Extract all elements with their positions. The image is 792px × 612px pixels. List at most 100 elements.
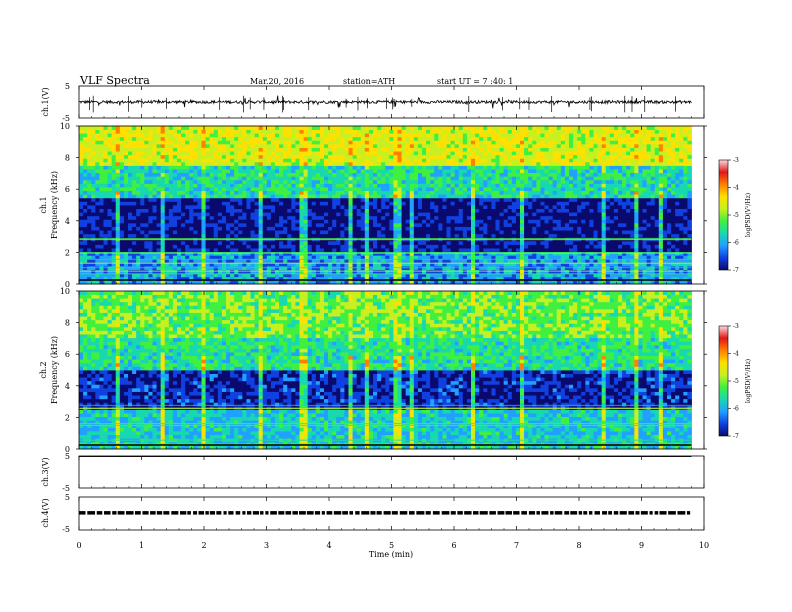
spectrogram-cell [132, 226, 137, 231]
spectrogram-cell [315, 212, 321, 217]
spectrogram-cell [221, 169, 227, 174]
spectrogram-cell [356, 222, 362, 227]
spectrogram-cell [454, 219, 460, 224]
spectrogram-cell [270, 262, 276, 267]
spectrogram-cell [111, 212, 117, 217]
spectrogram-cell [471, 251, 476, 256]
spectrogram-cell [450, 276, 456, 281]
spectrogram-cell [136, 161, 141, 166]
spectrogram-cell [356, 154, 362, 159]
spectrogram-cell [299, 143, 304, 148]
spectrogram-cell [136, 190, 141, 195]
spectrogram-cell [168, 233, 174, 238]
spectrogram-cell [438, 126, 443, 130]
spectrogram-cell [405, 273, 411, 278]
spectrogram-cell [483, 161, 488, 166]
spectrogram-cell [328, 126, 333, 130]
spectrogram-cell [487, 251, 492, 256]
spectrogram-cell [266, 161, 272, 166]
spectrogram-cell [144, 215, 149, 220]
spectrogram-cell [487, 140, 492, 145]
spectrogram-cell [270, 251, 276, 256]
spectrogram-cell [197, 248, 202, 253]
spectrogram-cell [95, 215, 100, 220]
spectrogram-cell [483, 269, 488, 274]
spectrogram-cell [397, 251, 402, 256]
spectrogram-cell [181, 126, 186, 130]
spectrogram-cell [160, 205, 166, 209]
spectrogram-cell [319, 222, 325, 227]
spectrogram-cell [446, 169, 451, 174]
spectrogram-cell [471, 201, 476, 206]
spectrogram-cell [295, 151, 300, 156]
spectrogram-cell [177, 194, 182, 199]
spectrogram-cell [230, 154, 235, 159]
spectrogram-cell [291, 136, 296, 141]
spectrogram-cell [246, 280, 251, 285]
spectrogram-cell [295, 179, 300, 184]
spectrogram-cell [307, 190, 313, 195]
spectrogram-cell [242, 179, 247, 184]
spectrogram-cell [201, 222, 206, 227]
spectrogram-cell [381, 154, 386, 159]
spectrogram-cell [491, 269, 496, 274]
spectrogram-cell [483, 219, 488, 224]
spectrogram-cell [275, 230, 280, 235]
spectrogram-cell [405, 161, 411, 166]
spectrogram-cell [401, 176, 407, 181]
spectrogram-cell [413, 190, 419, 195]
spectrogram-cell [393, 187, 398, 192]
spectrogram-cell [246, 276, 251, 281]
spectrogram-cell [532, 136, 537, 141]
spectrogram-cell [368, 201, 374, 206]
spectrogram-cell [536, 276, 541, 281]
spectrogram-cell [226, 161, 231, 166]
spectrogram-cell [458, 133, 464, 138]
spectrogram-cell [511, 136, 517, 141]
spectrogram-cell [446, 129, 451, 134]
spectrogram-cell [471, 248, 476, 253]
spectrogram-cell [209, 201, 215, 206]
spectrogram-cell [119, 248, 125, 253]
spectrogram-cell [287, 212, 292, 217]
spectrogram-cell [185, 194, 190, 199]
spectrogram-cell [295, 143, 300, 148]
spectrogram-cell [458, 126, 464, 130]
spectrogram-cell [446, 219, 451, 224]
spectrogram-cell [442, 140, 447, 145]
spectrogram-cell [156, 201, 162, 206]
spectrogram-cell [336, 154, 341, 159]
spectrogram-cell [360, 140, 366, 145]
spectrogram-cell [352, 244, 358, 249]
spectrogram-cell [160, 219, 166, 224]
spectrogram-cell [319, 233, 325, 238]
spectrogram-cell [348, 219, 353, 224]
spectrogram-cell [87, 273, 92, 278]
spectrogram-cell [315, 201, 321, 206]
spectrogram-cell [156, 251, 162, 256]
spectrogram-cell [181, 233, 186, 238]
spectrogram-cell [136, 126, 141, 130]
spectrogram-cell [291, 233, 296, 238]
spectrogram-cell [115, 273, 121, 278]
spectrogram-cell [201, 219, 206, 224]
spectrogram-cell [397, 219, 402, 224]
spectrogram-cell [177, 248, 182, 253]
spectrogram-cell [389, 169, 394, 174]
spectrogram-cell [360, 179, 366, 184]
spectrogram-cell [442, 226, 447, 231]
spectrogram-cell [115, 248, 121, 253]
spectrogram-cell [234, 240, 239, 245]
spectrogram-cell [140, 129, 145, 134]
spectrogram-cell [491, 208, 496, 213]
spectrogram-cell [385, 212, 390, 217]
spectrogram-cell [291, 172, 296, 177]
spectrogram-cell [217, 172, 223, 177]
spectrogram-cell [515, 133, 521, 138]
spectrogram-cell [197, 208, 202, 213]
spectrogram-cell [409, 244, 415, 249]
spectrogram-cell [91, 187, 96, 192]
spectrogram-cell [328, 280, 333, 285]
spectrogram-cell [115, 212, 121, 217]
spectrogram-cell [475, 158, 480, 163]
